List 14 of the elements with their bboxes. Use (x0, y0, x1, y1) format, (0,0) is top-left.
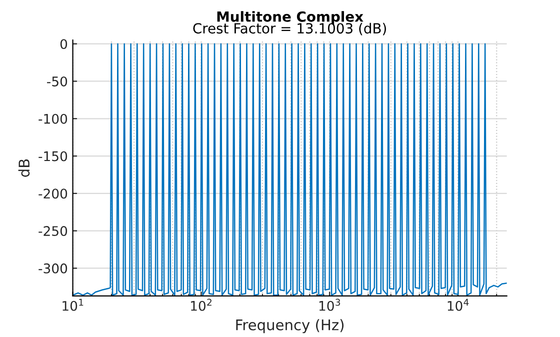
y-tick-label: -150 (38, 151, 68, 162)
y-tick-label: -300 (38, 263, 68, 274)
x-tick-label: 10$^{1}$ (62, 298, 84, 311)
y-tick-label: -50 (47, 76, 68, 86)
y-tick-label: -200 (38, 188, 68, 199)
y-axis-title: dB (18, 159, 30, 177)
x-axis-title: Frequency (Hz) (236, 319, 344, 334)
y-tick-label: 0 (60, 39, 68, 50)
x-tick-label: 10$^{2}$ (191, 298, 212, 311)
y-tick-label: -100 (38, 114, 68, 124)
x-tick-label: 10$^{4}$ (448, 298, 469, 311)
x-tick-label: 10$^{3}$ (319, 298, 340, 311)
y-tick-label: -250 (38, 226, 68, 236)
chart-subtitle: Crest Factor = 13.1003 (dB) (193, 22, 386, 36)
